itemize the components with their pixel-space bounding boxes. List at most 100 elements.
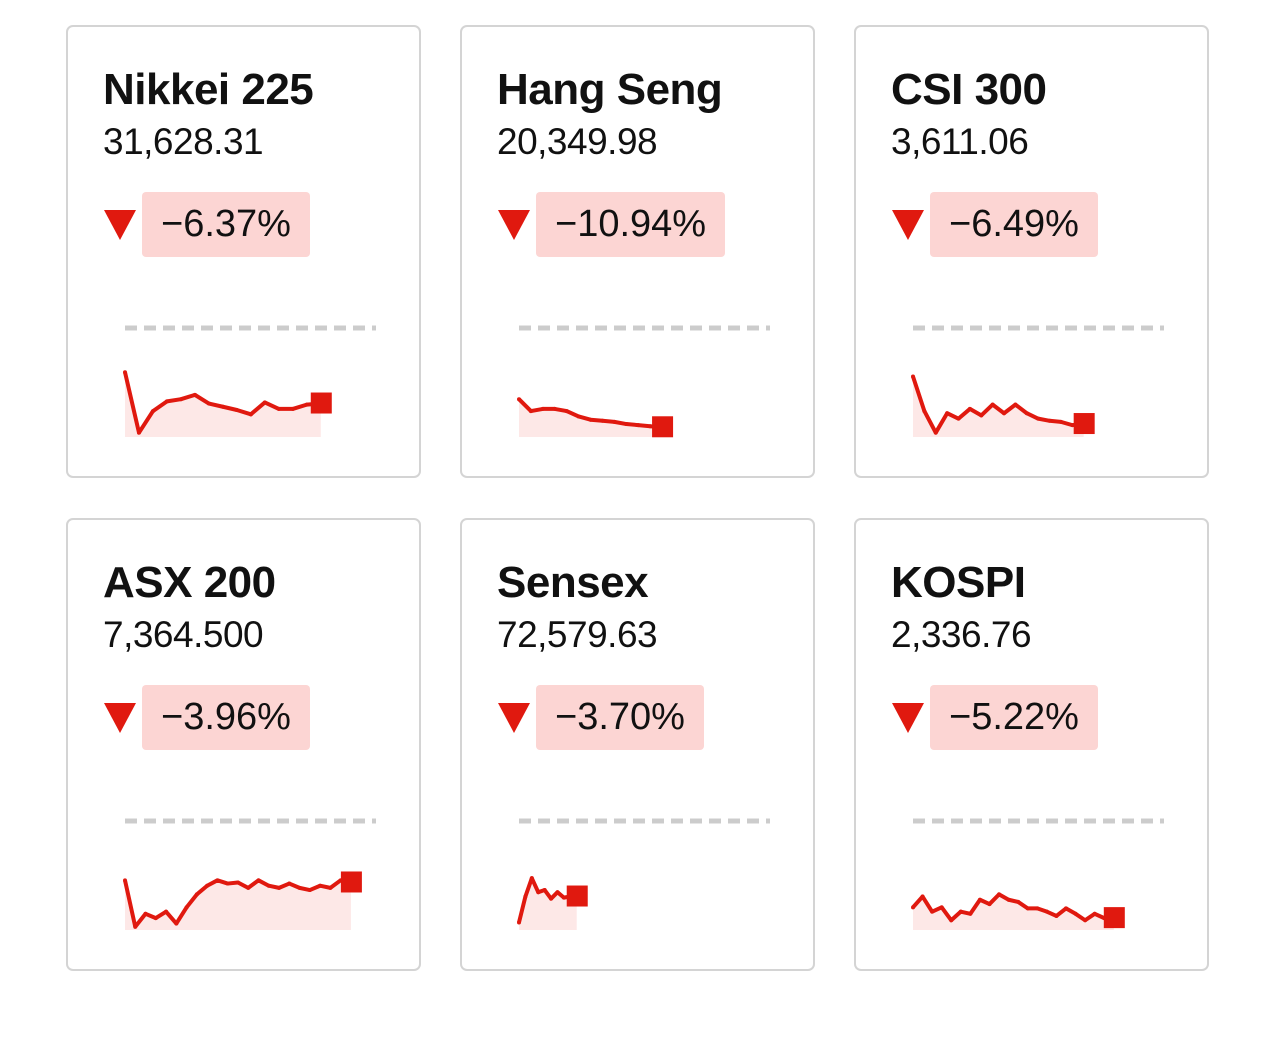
sparkline-point xyxy=(194,892,199,897)
sparkline-point xyxy=(977,897,982,902)
sparkline-point xyxy=(990,402,995,407)
sparkline-point xyxy=(939,905,944,910)
sparkline-point xyxy=(1006,897,1011,902)
down-arrow-icon xyxy=(892,210,924,240)
down-arrow-icon xyxy=(498,703,530,733)
sparkline-point xyxy=(164,399,169,404)
sparkline-point xyxy=(123,370,127,375)
sparkline-point xyxy=(277,885,282,890)
sparkline-point xyxy=(536,890,541,895)
index-value: 72,579.63 xyxy=(497,614,658,655)
sparkline-point xyxy=(1025,906,1030,911)
index-card[interactable]: ASX 200 7,364.500 −3.96% xyxy=(66,518,421,971)
sparkline-point xyxy=(205,883,210,888)
sparkline-point xyxy=(529,876,534,881)
index-value: 7,364.500 xyxy=(103,614,264,655)
index-card[interactable]: Sensex 72,579.63 −3.70% xyxy=(460,518,815,971)
sparkline-point xyxy=(967,406,972,411)
sparkline-point xyxy=(1073,911,1078,916)
index-name: CSI 300 xyxy=(891,65,1047,114)
sparkline-point xyxy=(517,397,521,402)
sparkline-point xyxy=(949,918,954,923)
sparkline-chart xyxy=(123,818,376,930)
sparkline-point xyxy=(1002,411,1007,416)
sparkline-chart xyxy=(123,325,376,437)
index-card[interactable]: Hang Seng 20,349.98 −10.94% xyxy=(460,25,815,478)
index-value: 2,336.76 xyxy=(891,614,1032,655)
sparkline-point xyxy=(1044,909,1049,914)
down-arrow-icon xyxy=(498,210,530,240)
sparkline-point xyxy=(933,430,938,435)
sparkline-area xyxy=(913,376,1084,437)
sparkline-chart xyxy=(911,325,1164,437)
sparkline-point xyxy=(561,895,566,900)
sparkline-area xyxy=(125,372,321,437)
down-arrow-icon xyxy=(892,703,924,733)
sparkline-point xyxy=(220,404,225,409)
index-card[interactable]: KOSPI 2,336.76 −5.22% xyxy=(854,518,1209,971)
sparkline-point xyxy=(920,894,925,899)
index-value: 3,611.06 xyxy=(891,121,1029,162)
change-badge: −10.94% xyxy=(536,192,726,257)
sparkline-point xyxy=(1024,411,1029,416)
last-value-marker xyxy=(310,392,332,414)
sparkline-point xyxy=(636,423,641,428)
sparkline-point xyxy=(588,417,593,422)
sparkline-point xyxy=(248,412,253,417)
sparkline-point xyxy=(968,911,973,916)
index-card[interactable]: Nikkei 225 31,628.31 −6.37% xyxy=(66,25,421,478)
last-value-marker xyxy=(1073,413,1095,435)
sparkline-point xyxy=(930,909,935,914)
down-arrow-icon xyxy=(104,703,136,733)
sparkline-chart xyxy=(517,325,770,438)
sparkline-point xyxy=(911,374,915,379)
sparkline-point xyxy=(150,409,155,414)
sparkline-point xyxy=(600,418,605,423)
change-badge: −3.96% xyxy=(142,685,310,750)
sparkline-chart xyxy=(911,818,1164,930)
sparkline-point xyxy=(987,902,992,907)
change-badge: −6.49% xyxy=(930,192,1098,257)
index-card[interactable]: CSI 300 3,611.06 −6.49% xyxy=(854,25,1209,478)
sparkline-point xyxy=(979,413,984,418)
change-badge: −5.22% xyxy=(930,685,1098,750)
sparkline-point xyxy=(192,392,197,397)
sparkline-point xyxy=(1083,918,1088,923)
sparkline-point xyxy=(123,878,127,883)
sparkline-point xyxy=(1047,418,1052,423)
sparkline-point xyxy=(1092,911,1097,916)
sparkline-point xyxy=(225,881,230,886)
sparkline-point xyxy=(612,419,617,424)
sparkline-point xyxy=(997,892,1002,897)
sparkline-point xyxy=(1063,906,1068,911)
sparkline-point xyxy=(133,924,138,929)
sparkline-point xyxy=(1070,423,1075,428)
sparkline-point xyxy=(215,878,220,883)
sparkline-point xyxy=(246,885,251,890)
sparkline-point xyxy=(328,885,333,890)
sparkline-point xyxy=(297,885,302,890)
sparkline-point xyxy=(307,888,312,893)
sparkline-point xyxy=(517,920,521,925)
sparkline-point xyxy=(624,422,629,427)
sparkline-point xyxy=(1016,899,1021,904)
sparkline-area xyxy=(519,399,663,437)
sparkline-point xyxy=(206,401,211,406)
sparkline-point xyxy=(555,890,560,895)
sparkline-chart xyxy=(517,818,770,930)
sparkline-point xyxy=(523,894,528,899)
sparkline-point xyxy=(164,909,169,914)
sparkline-point xyxy=(552,406,557,411)
sparkline-point xyxy=(235,880,240,885)
sparkline-line xyxy=(911,375,1084,435)
sparkline-point xyxy=(528,409,533,414)
index-name: Sensex xyxy=(497,558,649,607)
sparkline-point xyxy=(287,881,292,886)
sparkline-point xyxy=(958,909,963,914)
index-value: 31,628.31 xyxy=(103,121,264,162)
sparkline-point xyxy=(304,402,309,407)
sparkline-point xyxy=(318,883,323,888)
sparkline-point xyxy=(266,883,271,888)
sparkline-point xyxy=(290,406,295,411)
last-value-marker xyxy=(652,416,674,438)
